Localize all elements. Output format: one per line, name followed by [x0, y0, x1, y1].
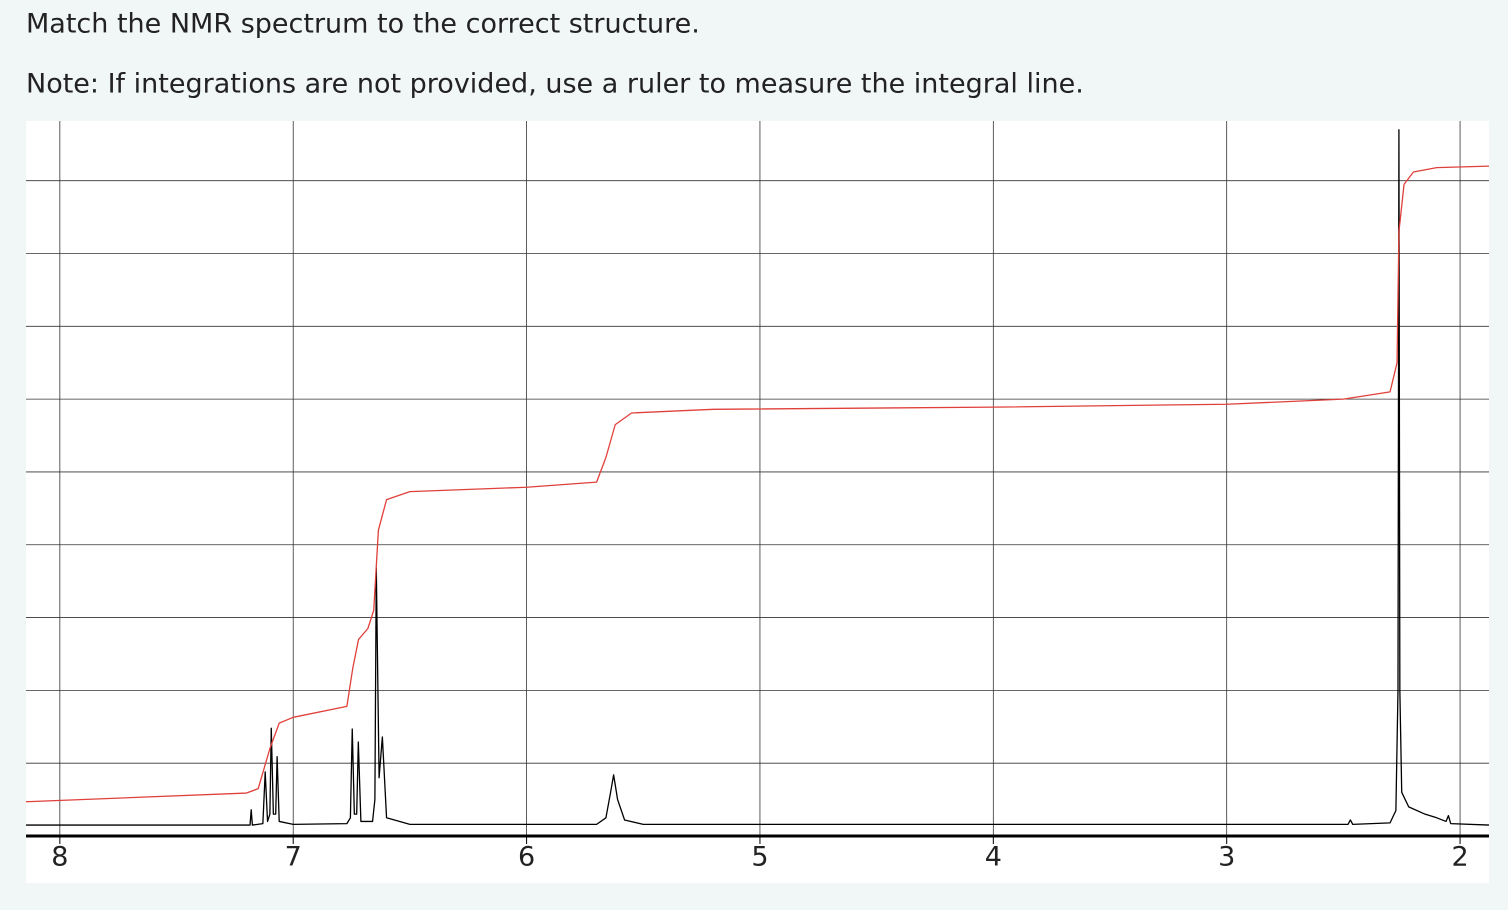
- x-tick-label: 8: [51, 842, 68, 873]
- spectrum-line: [25, 165, 1490, 803]
- spectrum-line: [26, 129, 1490, 826]
- chart-area: [26, 121, 1489, 883]
- x-tick-label: 4: [985, 842, 1002, 873]
- x-tick-label: 5: [751, 842, 768, 873]
- x-tick-label: 6: [518, 842, 535, 873]
- question: Match the NMR spectrum to the correct st…: [26, 9, 700, 40]
- x-tick-label: 7: [285, 842, 302, 873]
- x-tick-label: 3: [1218, 842, 1235, 873]
- x-tick-label: 2: [1451, 842, 1468, 873]
- note: Note: If integrations are not provided, …: [26, 69, 1084, 100]
- chart: 8 7 6 5 4 3 2: [25, 121, 1490, 873]
